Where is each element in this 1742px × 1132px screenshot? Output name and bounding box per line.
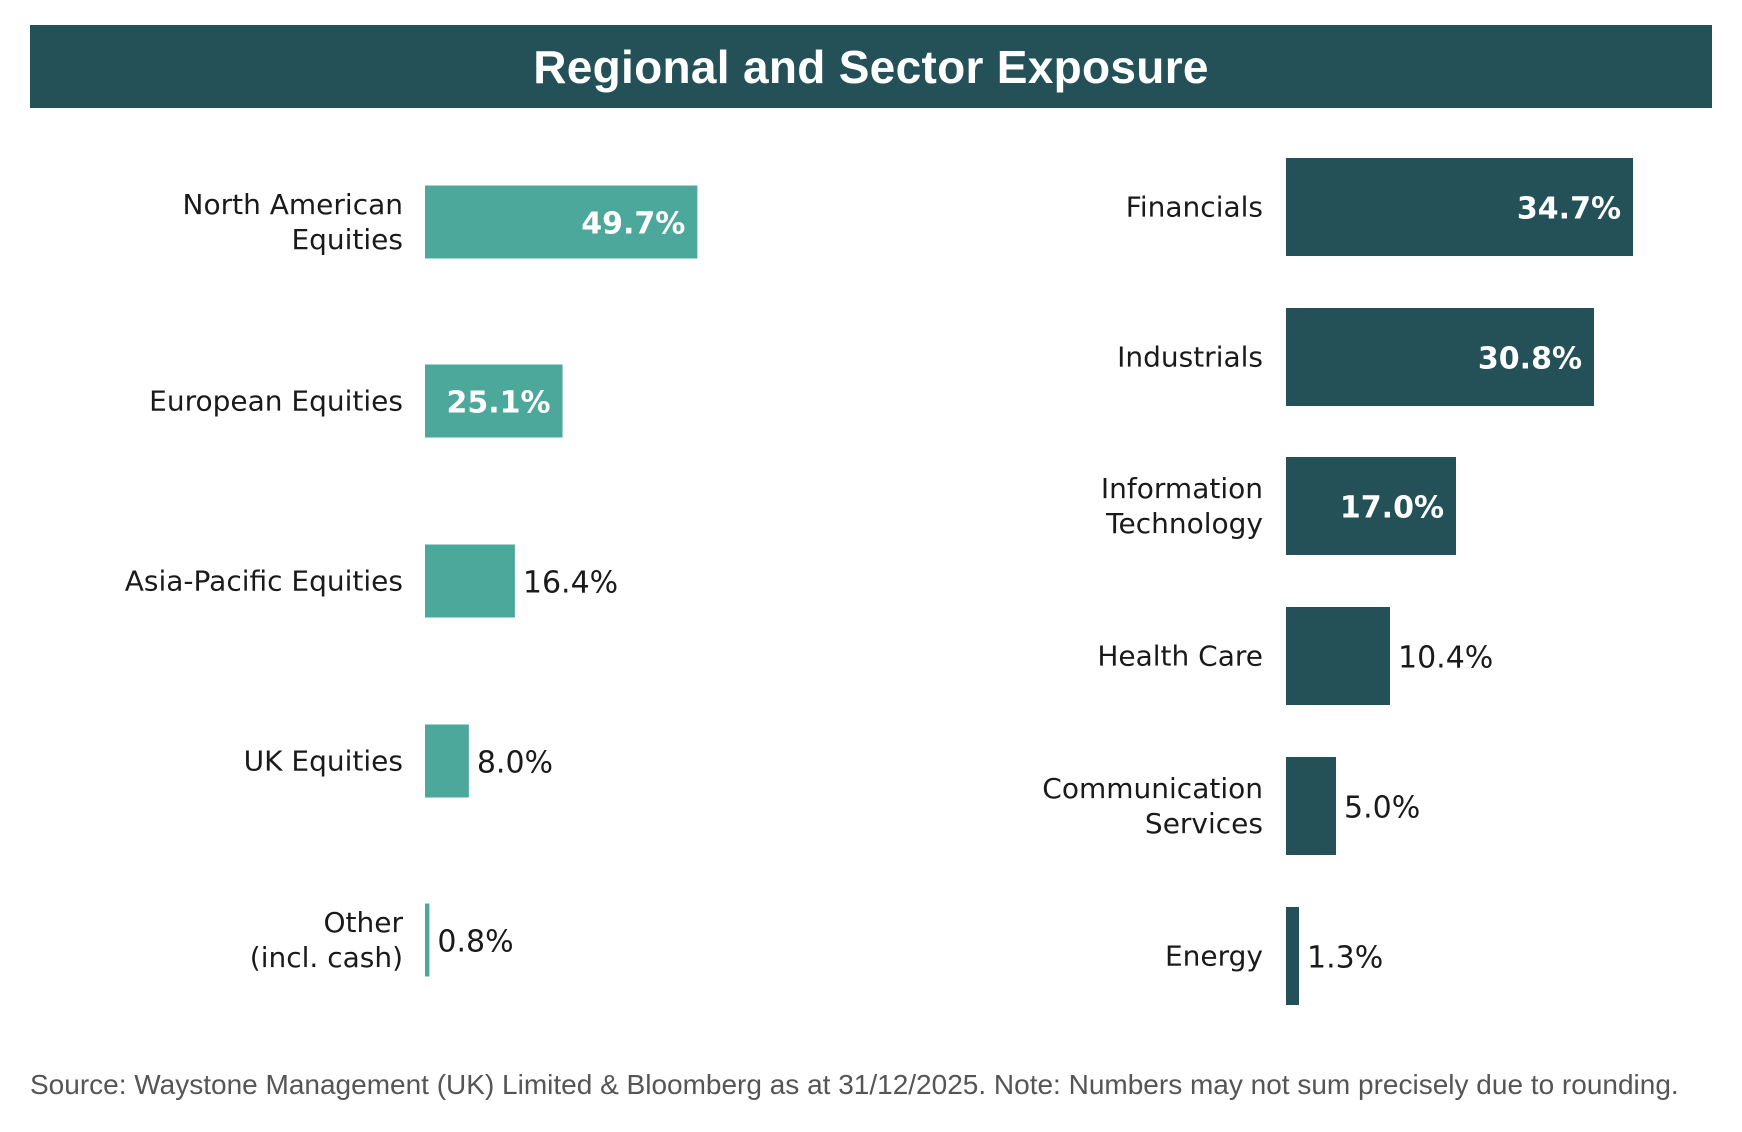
category-label-north-american-equities: Equities	[291, 223, 403, 256]
category-label-other-incl-cash: Other	[323, 906, 403, 939]
value-label-information-technology: 17.0%	[1340, 491, 1444, 526]
category-label-asia-pacific-equities: Asia-Pacific Equities	[125, 565, 403, 598]
category-label-european-equities: European Equities	[149, 385, 403, 418]
bar-financials	[1286, 158, 1633, 256]
category-label-uk-equities: UK Equities	[244, 745, 403, 778]
category-label-north-american-equities: North American	[183, 188, 403, 221]
bar-energy	[1286, 907, 1299, 1005]
bar-health-care	[1286, 607, 1390, 705]
category-label-industrials: Industrials	[1117, 341, 1263, 374]
bar-uk-equities	[425, 724, 469, 798]
value-label-uk-equities: 8.0%	[477, 746, 553, 781]
category-label-financials: Financials	[1126, 191, 1263, 224]
value-label-other-incl-cash: 0.8%	[437, 925, 513, 960]
bar-asia-pacific-equities	[425, 544, 515, 618]
value-label-north-american-equities: 49.7%	[581, 207, 685, 242]
bar-industrials	[1286, 308, 1594, 406]
sector-exposure-chart: Financials 34.7% Industrials 30.8% Informati…	[1042, 158, 1633, 1005]
category-label-energy: Energy	[1165, 940, 1263, 973]
category-label-information-technology: Information	[1101, 472, 1263, 505]
page-title: Regional and Sector Exposure	[533, 40, 1209, 93]
bar-european-equities	[425, 364, 563, 438]
value-label-health-care: 10.4%	[1398, 641, 1493, 676]
category-label-health-care: Health Care	[1097, 640, 1263, 673]
category-label-communication-services: Communication	[1042, 772, 1263, 805]
bar-other-incl-cash	[425, 903, 430, 977]
bar-north-american-equities	[425, 185, 698, 259]
value-label-communication-services: 5.0%	[1344, 791, 1420, 826]
value-label-industrials: 30.8%	[1478, 342, 1582, 377]
category-label-other-incl-cash: (incl. cash)	[250, 941, 403, 974]
bar-information-technology	[1286, 457, 1456, 555]
bar-communication-services	[1286, 757, 1336, 855]
category-label-communication-services: Services	[1145, 807, 1263, 840]
chart-header: Regional and Sector Exposure	[30, 25, 1712, 108]
source-note: Source: Waystone Management (UK) Limited…	[30, 1069, 1679, 1100]
value-label-financials: 34.7%	[1517, 192, 1621, 227]
value-label-energy: 1.3%	[1307, 941, 1383, 976]
value-label-european-equities: 25.1%	[446, 386, 550, 421]
value-label-asia-pacific-equities: 16.4%	[523, 566, 618, 601]
category-label-information-technology: Technology	[1105, 507, 1263, 540]
